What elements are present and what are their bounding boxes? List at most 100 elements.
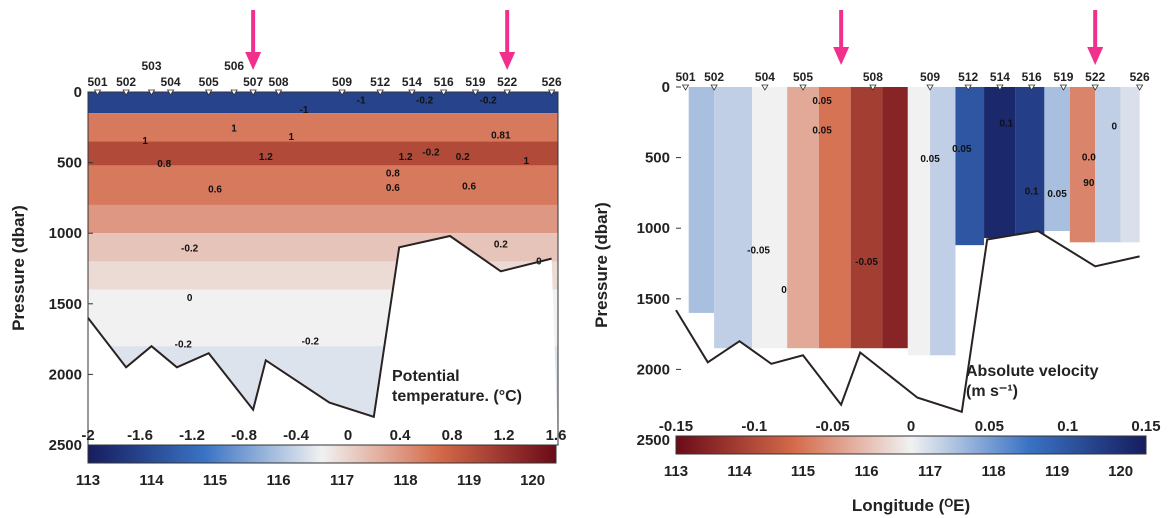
temperature-contour-label: -1 — [299, 105, 308, 116]
velocity-section-arrows — [833, 10, 1104, 65]
velocity-x-ticks: 113 114 115 116 117 118 119 120 — [664, 463, 1133, 480]
station-marker — [681, 84, 690, 91]
velocity-x-tick: 117 — [918, 463, 942, 480]
temperature-band — [88, 92, 558, 114]
station-marker — [274, 89, 283, 96]
temperature-station-label: 504 — [161, 75, 181, 89]
temperature-contour-label: 1 — [288, 132, 294, 143]
temperature-station-label: 526 — [542, 75, 562, 89]
temperature-station-label: 512 — [370, 75, 390, 89]
temperature-contour-label: 1.2 — [399, 152, 413, 163]
station-marker — [1091, 84, 1099, 91]
temperature-x-tick: 115 — [203, 472, 227, 489]
station-marker — [710, 84, 718, 91]
temperature-colorbar-tick: -1.2 — [179, 427, 205, 444]
velocity-station-labels: 501 502 504 505 508 509 512 514 516 519 522 526 — [676, 70, 1150, 91]
velocity-y-tick: 1000 — [637, 220, 670, 237]
station-marker — [204, 89, 213, 96]
temperature-contour-label: -0.2 — [416, 95, 434, 106]
velocity-y-tick: 2000 — [637, 361, 670, 378]
temperature-contour-label: 0.6 — [208, 184, 222, 195]
temperature-band — [88, 233, 558, 262]
station-marker — [471, 89, 480, 96]
station-marker — [147, 89, 156, 96]
station-marker — [1059, 84, 1068, 91]
temperature-contour-label: 1 — [523, 156, 529, 167]
temperature-colorbar-ticks: -2 -1.6 -1.2 -0.8 -0.4 0 0.4 0.8 1.2 1.6 — [81, 427, 566, 444]
velocity-colorbar-tick: -0.1 — [741, 418, 767, 435]
temperature-colorbar-tick: -2 — [81, 427, 94, 444]
velocity-colorbar-ticks: -0.15 -0.1 -0.05 0 0.05 0.1 0.15 — [659, 418, 1161, 435]
temperature-station-label: 507 — [243, 75, 263, 89]
section-arrow-head — [499, 52, 516, 70]
temperature-contour-label: 1 — [142, 136, 148, 147]
temperature-colorbar-tick: 0 — [344, 427, 352, 444]
velocity-x-tick: 120 — [1108, 463, 1133, 480]
temperature-station-label: 514 — [402, 75, 422, 89]
temperature-colorbar-tick: -1.6 — [127, 427, 153, 444]
velocity-station-label: 526 — [1130, 70, 1150, 84]
temperature-y-tick: 2500 — [49, 437, 82, 454]
velocity-column — [688, 87, 715, 313]
velocity-column — [1015, 87, 1045, 236]
temperature-colorbar-tick: 0.8 — [442, 427, 463, 444]
velocity-column — [787, 87, 819, 349]
velocity-station-label: 522 — [1085, 70, 1105, 84]
station-marker — [408, 89, 416, 96]
temperature-y-tick: 500 — [57, 155, 82, 172]
temperature-station-label: 502 — [116, 75, 136, 89]
velocity-contour-label: -0.05 — [747, 246, 770, 257]
velocity-y-tick: 2500 — [637, 432, 670, 449]
temperature-y-tick: 1000 — [49, 225, 82, 242]
velocity-colorbar — [675, 435, 1147, 455]
temperature-station-label: 522 — [497, 75, 517, 89]
velocity-station-label: 519 — [1053, 70, 1073, 84]
velocity-x-tick: 119 — [1045, 463, 1069, 480]
velocity-station-label: 502 — [704, 70, 724, 84]
velocity-contour-label: 90 — [1083, 178, 1095, 189]
velocity-column — [1069, 87, 1096, 243]
velocity-x-tick: 113 — [664, 463, 688, 480]
temperature-colorbar-tick: 0.4 — [390, 427, 412, 444]
velocity-colorbar-tick: -0.15 — [659, 418, 693, 435]
velocity-y-tick: 500 — [645, 150, 670, 167]
velocity-title-line1: Absolute velocity — [966, 363, 1099, 380]
velocity-colorbar-tick: 0.1 — [1057, 418, 1078, 435]
temperature-station-label: 505 — [199, 75, 219, 89]
temperature-band — [88, 141, 558, 166]
temperature-band — [88, 165, 558, 205]
velocity-station-label: 509 — [920, 70, 940, 84]
station-marker — [869, 84, 877, 91]
velocity-contour-label: 0.1 — [999, 119, 1013, 130]
temperature-station-label: 503 — [141, 59, 161, 73]
velocity-column — [955, 87, 985, 246]
velocity-colorbar-tick: 0.15 — [1131, 418, 1160, 435]
temperature-seafloor-mask — [88, 236, 558, 445]
velocity-title-line2: (m s⁻¹) — [966, 383, 1018, 400]
velocity-column — [818, 87, 851, 349]
temperature-station-label: 509 — [332, 75, 352, 89]
temperature-contour-label: -0.2 — [422, 148, 440, 159]
velocity-contour-label: 0.0 — [1082, 152, 1096, 163]
temperature-band — [88, 113, 558, 142]
temperature-x-tick: 118 — [393, 472, 417, 489]
temperature-title-line2: temperature. (°C) — [392, 388, 522, 405]
temperature-x-tick: 120 — [520, 472, 545, 489]
station-marker — [503, 89, 511, 96]
velocity-column — [930, 87, 956, 356]
velocity-contour-label: -0.05 — [855, 257, 878, 268]
temperature-contour-label: 0.6 — [462, 181, 476, 192]
station-marker — [376, 89, 384, 96]
temperature-x-ticks: 113 114 115 116 117 118 119 120 — [76, 472, 545, 489]
velocity-column — [752, 87, 788, 349]
temperature-contour-label: 0.6 — [386, 183, 400, 194]
station-marker — [1135, 84, 1144, 91]
temperature-contour-label: 0 — [187, 293, 193, 304]
velocity-field — [676, 87, 1146, 440]
velocity-bathymetry-line — [675, 229, 1140, 414]
temperature-y-ticks: 0 500 1000 1500 2000 2500 — [49, 84, 93, 454]
velocity-contour-labels: 0.05 0.05 0.1 0 0.05 0.05 0.0 90 0.1 0.05 -0.05 -0.… — [747, 96, 1117, 296]
